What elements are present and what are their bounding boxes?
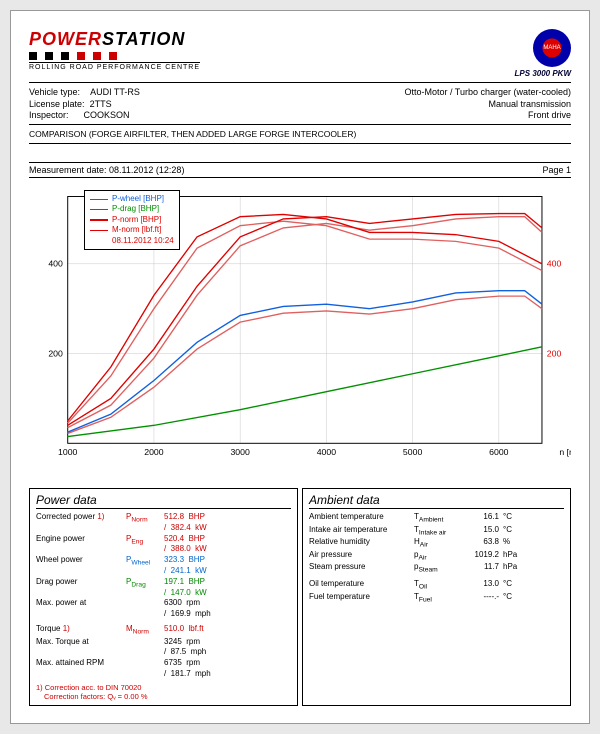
checker-flag-icon (29, 52, 200, 60)
svg-text:400: 400 (547, 259, 562, 269)
power-footnote: 1) Correction acc. to DIN 70020 Correcti… (36, 683, 291, 701)
legend-item: P-wheel [BHP] (90, 194, 174, 204)
vehicle-type: AUDI TT-RS (90, 87, 140, 97)
svg-text:n [rpm]: n [rpm] (559, 447, 571, 457)
svg-text:1000: 1000 (58, 447, 78, 457)
report-page: POWERSTATION ROLLING ROAD PERFORMANCE CE… (10, 10, 590, 724)
logo-block: POWERSTATION ROLLING ROAD PERFORMANCE CE… (29, 29, 200, 71)
vehicle-info-left: Vehicle type: AUDI TT-RS License plate: … (29, 87, 140, 122)
power-data-box: Power data Corrected power 1) PNorm 512.… (29, 488, 298, 706)
ambient-row: Oil temperature TOil 13.0 °C (309, 579, 564, 592)
ambient-rows: Ambient temperature TAmbient 16.1 °C Int… (309, 512, 564, 575)
chart-legend: P-wheel [BHP]P-drag [BHP]P-norm [BHP]M-n… (84, 190, 180, 250)
ambient-title: Ambient data (309, 493, 564, 509)
page-number: Page 1 (542, 165, 571, 175)
ambient-row: Relative humidity HAir 63.8 % (309, 537, 564, 550)
power-row: Max. Torque at 3245 rpm / 87.5 mph (36, 637, 291, 659)
plate: 2TTS (90, 99, 112, 109)
data-section: Power data Corrected power 1) PNorm 512.… (29, 488, 571, 706)
power-row: Corrected power 1) PNorm 512.8 BHP / 382… (36, 512, 291, 534)
svg-text:6000: 6000 (489, 447, 509, 457)
vehicle-info: Vehicle type: AUDI TT-RS License plate: … (29, 85, 571, 125)
ambient-row: Intake air temperature TIntake air 15.0 … (309, 525, 564, 538)
transmission: Manual transmission (404, 99, 571, 111)
engine-type: Otto-Motor / Turbo charger (water-cooled… (404, 87, 571, 99)
ambient-row: Ambient temperature TAmbient 16.1 °C (309, 512, 564, 525)
footnote-2: Correction factors: Qᵥ = 0.00 % (36, 692, 291, 701)
inspector: COOKSON (84, 110, 130, 120)
legend-item: M-norm [lbf.ft] (90, 225, 174, 235)
power-row: Max. power at 6300 rpm / 169.9 mph (36, 598, 291, 620)
maha-logo-icon: MAHA (533, 29, 571, 67)
measurement-date: Measurement date: 08.11.2012 (12:28) (29, 165, 184, 175)
power-rows2: Torque 1) MNorm 510.0 lbf.ft Max. Torque… (36, 624, 291, 680)
ambient-data-box: Ambient data Ambient temperature TAmbien… (302, 488, 571, 706)
comparison-title: COMPARISON (FORGE AIRFILTER, THEN ADDED … (29, 125, 571, 144)
power-row: Drag power PDrag 197.1 BHP / 147.0 kW (36, 577, 291, 599)
power-title: Power data (36, 493, 291, 509)
logo-main: POWERSTATION (29, 29, 200, 50)
ambient-rows2: Oil temperature TOil 13.0 °C Fuel temper… (309, 579, 564, 604)
legend-item: P-drag [BHP] (90, 204, 174, 214)
inspector-label: Inspector: (29, 110, 69, 120)
logo-power: POWER (29, 29, 102, 49)
power-row: Engine power PEng 520.4 BHP / 388.0 kW (36, 534, 291, 556)
ambient-row: Steam pressure pSteam 11.7 hPa (309, 562, 564, 575)
power-rows: Corrected power 1) PNorm 512.8 BHP / 382… (36, 512, 291, 620)
brand-model: LPS 3000 PKW (515, 69, 571, 78)
header: POWERSTATION ROLLING ROAD PERFORMANCE CE… (29, 29, 571, 83)
svg-text:2000: 2000 (144, 447, 164, 457)
legend-item: 08.11.2012 10:24 (90, 236, 174, 246)
svg-text:200: 200 (48, 349, 63, 359)
power-row: Max. attained RPM 6735 rpm / 181.7 mph (36, 658, 291, 680)
svg-text:200: 200 (547, 349, 562, 359)
brand-block: MAHA LPS 3000 PKW (515, 29, 571, 78)
vehicle-type-label: Vehicle type: (29, 87, 80, 97)
svg-text:5000: 5000 (403, 447, 423, 457)
drive-type: Front drive (404, 110, 571, 122)
power-row: Torque 1) MNorm 510.0 lbf.ft (36, 624, 291, 637)
svg-text:3000: 3000 (230, 447, 250, 457)
ambient-row: Air pressure pAir 1019.2 hPa (309, 550, 564, 563)
plate-label: License plate: (29, 99, 85, 109)
legend-item: P-norm [BHP] (90, 215, 174, 225)
logo-station: STATION (102, 29, 185, 49)
measurement-row: Measurement date: 08.11.2012 (12:28) Pag… (29, 162, 571, 178)
logo-subtitle: ROLLING ROAD PERFORMANCE CENTRE (29, 62, 200, 71)
footnote-1: 1) Correction acc. to DIN 70020 (36, 683, 291, 692)
power-row: Wheel power PWheel 323.3 BHP / 241.1 kW (36, 555, 291, 577)
dyno-chart: 1000 2000 3000 4000 5000 6000 200 400 200 400 n [r… (29, 182, 571, 482)
ambient-row: Fuel temperature TFuel ----.- °C (309, 592, 564, 605)
svg-text:400: 400 (48, 259, 63, 269)
svg-text:4000: 4000 (317, 447, 337, 457)
vehicle-info-right: Otto-Motor / Turbo charger (water-cooled… (404, 87, 571, 122)
